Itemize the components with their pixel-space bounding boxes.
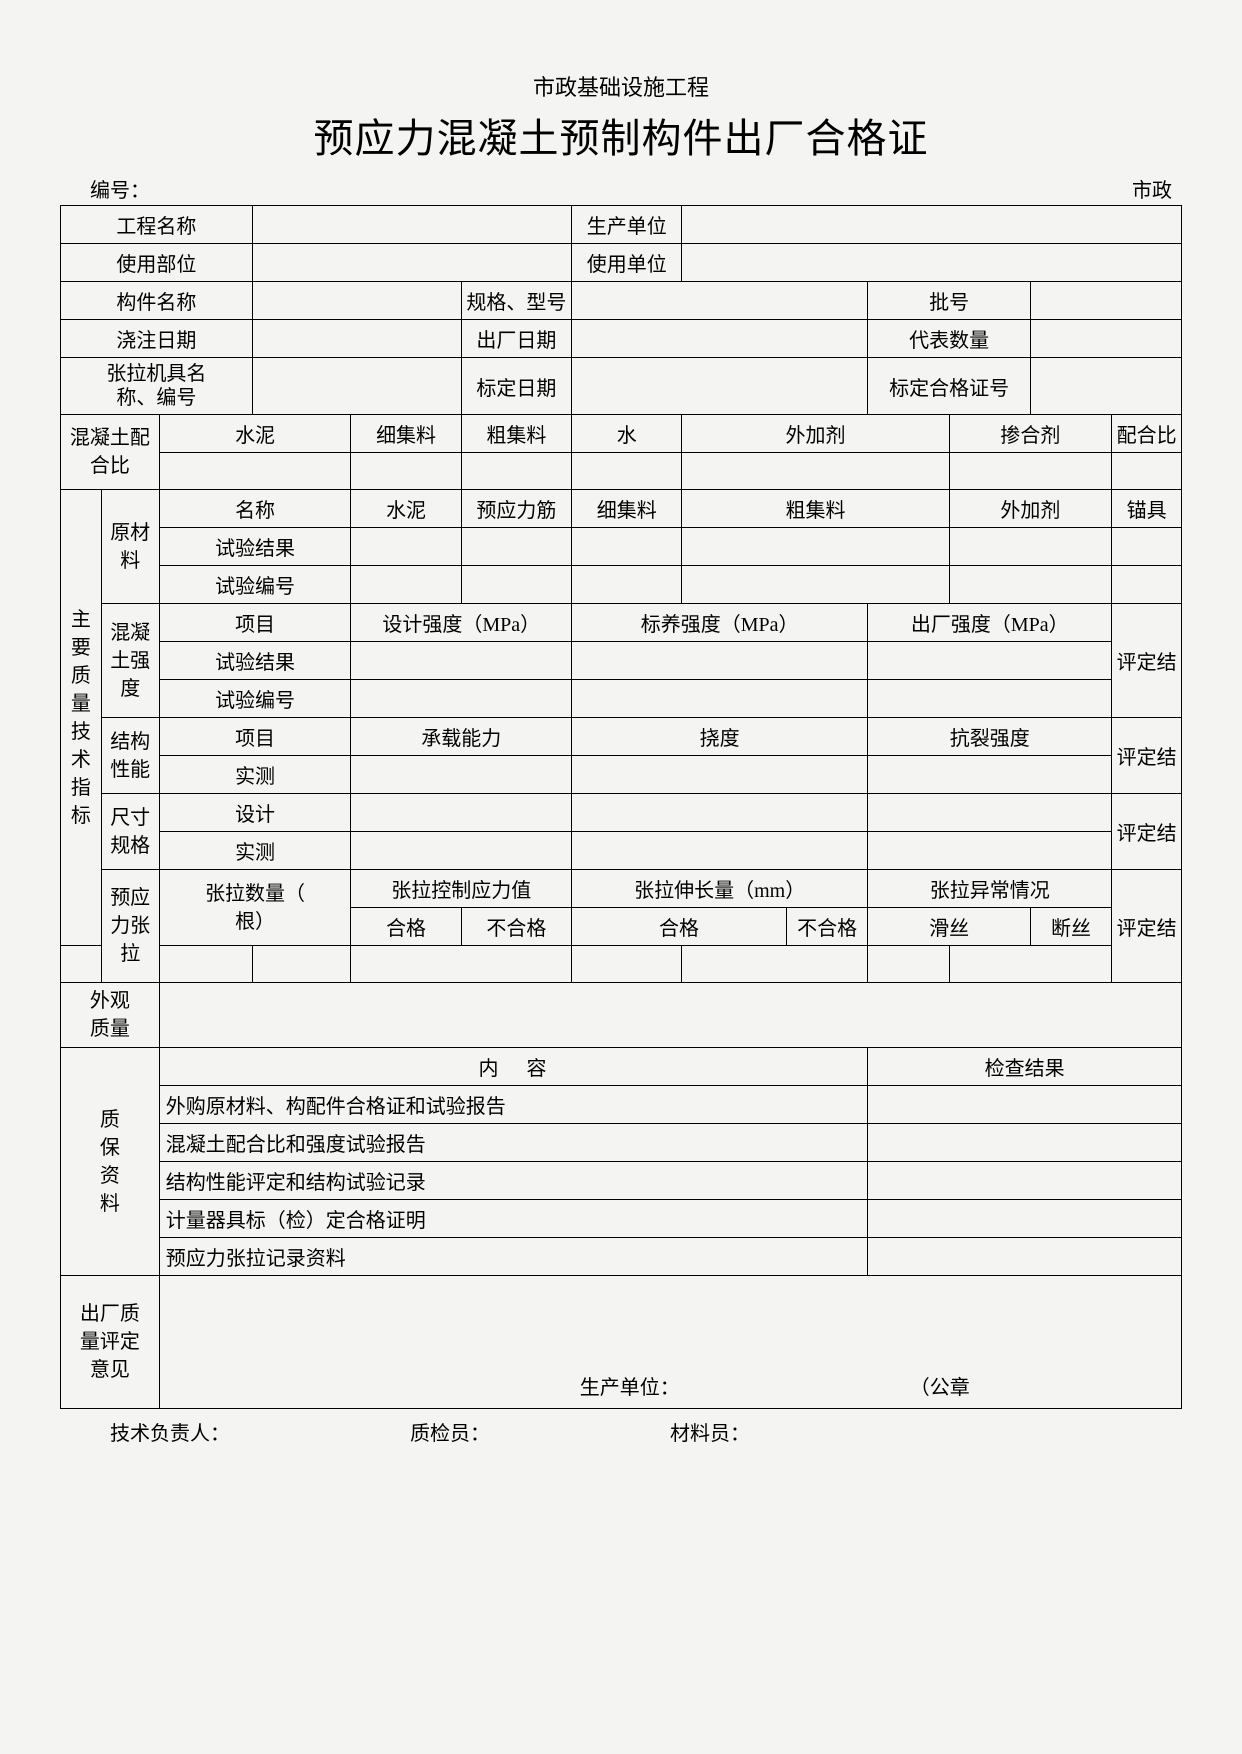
opinion-value: 生产单位： （公章: [159, 1276, 1181, 1409]
footer-material: 材料员：: [670, 1417, 750, 1446]
raw-anchor: 锚具: [1112, 490, 1182, 528]
struct-deflection: 挠度: [572, 718, 868, 756]
qa-item-4: 预应力张拉记录资料: [159, 1238, 868, 1276]
mix-fine: 细集料: [351, 415, 461, 453]
calib-cert-label: 标定合格证号: [868, 358, 1031, 415]
concrete-out: 出厂强度（MPa）: [868, 604, 1112, 642]
mix-label: 混凝土配合比: [61, 415, 160, 490]
concrete-test-result: 试验结果: [159, 642, 351, 680]
opinion-label: 出厂质量评定意见: [61, 1276, 160, 1409]
raw-cement: 水泥: [351, 490, 461, 528]
appearance-value: [159, 983, 1181, 1048]
size-label: 尺寸规格: [101, 794, 159, 870]
raw-label: 原材料: [101, 490, 159, 604]
header-title: 预应力混凝土预制构件出厂合格证: [60, 106, 1182, 164]
mix-ratio: 配合比: [1112, 415, 1182, 453]
project-name-label: 工程名称: [61, 206, 253, 244]
batch-no-label: 批号: [868, 282, 1031, 320]
tension-elong: 张拉伸长量（mm）: [572, 870, 868, 908]
tension-abnormal: 张拉异常情况: [868, 870, 1112, 908]
mix-additive: 掺合剂: [949, 415, 1112, 453]
tension-eval: 评定结: [1112, 870, 1182, 983]
calib-cert-value: [1030, 358, 1181, 415]
header-category: 市政基础设施工程: [60, 70, 1182, 102]
use-unit-value: [682, 244, 1182, 282]
tension-fail1: 不合格: [461, 908, 571, 946]
component-name-label: 构件名称: [61, 282, 253, 320]
concrete-test-no: 试验编号: [159, 680, 351, 718]
tension-control: 张拉控制应力值: [351, 870, 572, 908]
mix-cement: 水泥: [159, 415, 351, 453]
rep-qty-value: [1030, 320, 1181, 358]
struct-bearing: 承载能力: [351, 718, 572, 756]
concrete-design: 设计强度（MPa）: [351, 604, 572, 642]
pour-date-label: 浇注日期: [61, 320, 253, 358]
use-part-value: [252, 244, 571, 282]
quality-label: 主要质量技术指标: [61, 490, 102, 946]
out-date-value: [572, 320, 868, 358]
size-eval: 评定结: [1112, 794, 1182, 870]
calib-date-label: 标定日期: [461, 358, 571, 415]
mix-coarse: 粗集料: [461, 415, 571, 453]
qa-content-header: 内容: [159, 1048, 868, 1086]
project-name-value: [252, 206, 571, 244]
qa-item-0: 外购原材料、构配件合格证和试验报告: [159, 1086, 868, 1124]
tension-fail2: 不合格: [786, 908, 867, 946]
component-name-value: [252, 282, 461, 320]
footer-tech: 技术负责人：: [110, 1417, 230, 1446]
rep-qty-label: 代表数量: [868, 320, 1031, 358]
footer-qc: 质检员：: [410, 1417, 490, 1446]
appearance-label: 外观质量: [61, 983, 160, 1048]
raw-coarse: 粗集料: [682, 490, 949, 528]
use-unit-label: 使用单位: [572, 244, 682, 282]
raw-test-no: 试验编号: [159, 566, 351, 604]
right-label: 市政: [1132, 174, 1172, 203]
concrete-standard: 标养强度（MPa）: [572, 604, 868, 642]
use-part-label: 使用部位: [61, 244, 253, 282]
pour-date-value: [252, 320, 461, 358]
struct-eval: 评定结: [1112, 718, 1182, 794]
producer-value: [682, 206, 1182, 244]
struct-item: 项目: [159, 718, 351, 756]
raw-name: 名称: [159, 490, 351, 528]
tension-machine-value: [252, 358, 461, 415]
producer-label: 生产单位: [572, 206, 682, 244]
struct-label: 结构性能: [101, 718, 159, 794]
serial-label: 编号：: [90, 174, 150, 203]
main-table: 工程名称 生产单位 使用部位 使用单位 构件名称 规格、型号 批号 浇注日期 出…: [60, 205, 1182, 1409]
tension-pass2: 合格: [572, 908, 787, 946]
struct-crack: 抗裂强度: [868, 718, 1112, 756]
qa-item-2: 结构性能评定和结构试验记录: [159, 1162, 868, 1200]
struct-measured: 实测: [159, 756, 351, 794]
tension-qty: 张拉数量（根）: [159, 870, 351, 946]
size-design: 设计: [159, 794, 351, 832]
mix-water: 水: [572, 415, 682, 453]
out-date-label: 出厂日期: [461, 320, 571, 358]
qa-label: 质保资料: [61, 1048, 160, 1276]
qa-result-header: 检查结果: [868, 1048, 1182, 1086]
spec-model-value: [572, 282, 868, 320]
tension-machine-label: 张拉机具名称、编号: [61, 358, 253, 415]
raw-prestress: 预应力筋: [461, 490, 571, 528]
size-measured: 实测: [159, 832, 351, 870]
raw-admix: 外加剂: [949, 490, 1112, 528]
qa-item-3: 计量器具标（检）定合格证明: [159, 1200, 868, 1238]
tension-slip: 滑丝: [868, 908, 1031, 946]
raw-fine: 细集料: [572, 490, 682, 528]
batch-no-value: [1030, 282, 1181, 320]
tension-pass1: 合格: [351, 908, 461, 946]
tension-break: 断丝: [1030, 908, 1111, 946]
qa-item-1: 混凝土配合比和强度试验报告: [159, 1124, 868, 1162]
concrete-eval: 评定结: [1112, 604, 1182, 718]
spec-model-label: 规格、型号: [461, 282, 571, 320]
mix-admix: 外加剂: [682, 415, 949, 453]
concrete-label: 混凝土强度: [101, 604, 159, 718]
concrete-item: 项目: [159, 604, 351, 642]
calib-date-value: [572, 358, 868, 415]
raw-test-result: 试验结果: [159, 528, 351, 566]
